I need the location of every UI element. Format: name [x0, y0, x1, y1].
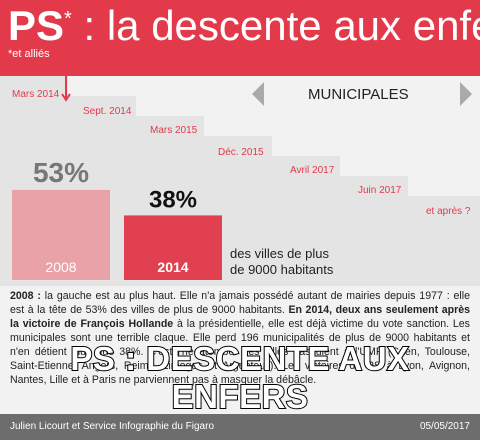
next-arrow: [460, 82, 472, 106]
title-mark: *: [64, 8, 72, 30]
date: 05/05/2017: [419, 421, 470, 432]
body-run: la gauche est au plus haut. Elle n'a jam…: [10, 290, 470, 316]
title: PS* : la descente aux enfers: [8, 2, 480, 50]
title-note: *et alliés: [8, 48, 50, 60]
timeline-date: Déc. 2015: [218, 147, 264, 158]
value-label: 53%: [33, 157, 89, 188]
timeline-date: et après ?: [426, 206, 471, 217]
timeline-date: Mars 2015: [150, 125, 198, 136]
bar-label: 2008: [45, 259, 76, 275]
timeline-title: MUNICIPALES: [308, 86, 409, 103]
timeline-date: Avril 2017: [290, 165, 335, 176]
prev-arrow: [252, 82, 264, 106]
timeline-graphic: [0, 76, 480, 286]
bar: [12, 189, 110, 280]
caption-line: PS : DESCENTE AUX: [69, 339, 410, 378]
timeline-date: Mars 2014: [12, 89, 60, 100]
value-label: 38%: [149, 186, 197, 213]
footer: Julien Licourt et Service Infographie du…: [0, 414, 480, 440]
bar: [124, 215, 222, 280]
timeline-date: Sept. 2014: [83, 106, 132, 117]
body-run: à la présidentielle, elle est déjà victi…: [10, 318, 470, 386]
caption-line: ENFERS: [171, 377, 309, 416]
title-strong: PS: [8, 2, 65, 49]
title-rest: : la descente aux enfers: [83, 2, 480, 49]
timeline-date: Juin 2017: [358, 185, 402, 196]
note-line: de 9000 habitants: [230, 262, 334, 277]
header: PS* : la descente aux enfers *et alliés: [0, 0, 480, 76]
staircase: [0, 76, 480, 286]
chart-note: des villes de plus de 9000 habitants: [230, 246, 333, 278]
note-line: des villes de plus: [230, 246, 329, 261]
body-run: 2008 :: [10, 290, 41, 302]
chart: 2008 53% 2014 38%: [12, 157, 222, 280]
body-text: 2008 : la gauche est au plus haut. Elle …: [10, 289, 470, 387]
credit: Julien Licourt et Service Infographie du…: [10, 421, 215, 432]
arrow: [61, 76, 71, 102]
bar-label: 2014: [157, 259, 188, 275]
body-run: En 2014, deux ans seulement après la vic…: [10, 304, 470, 330]
